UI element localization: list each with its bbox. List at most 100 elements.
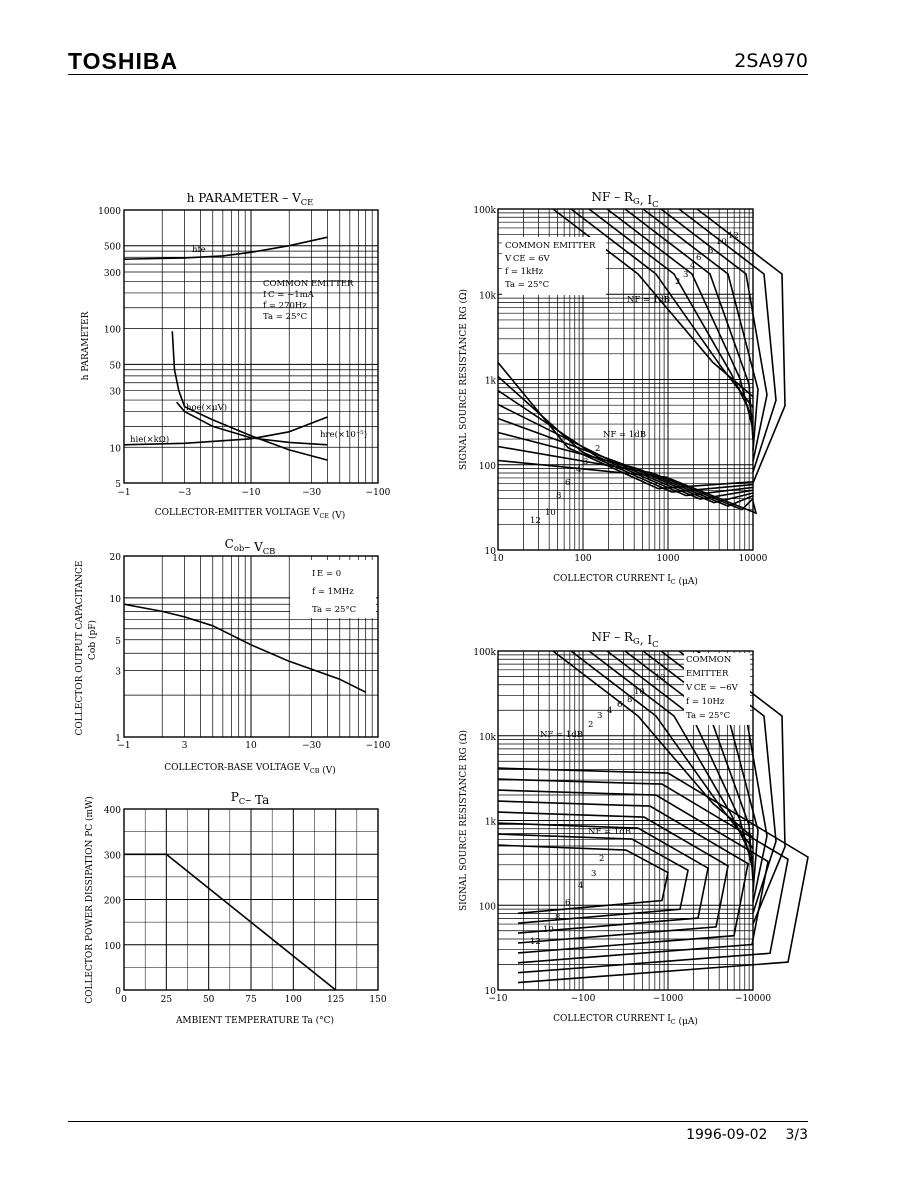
- cob-xtick-label: 3: [182, 741, 188, 751]
- nf2-contour-label: 3: [591, 869, 596, 879]
- cob-xtick-label: −1: [117, 741, 130, 751]
- hparam-curve-label-hoe: hoe(×μV): [186, 402, 227, 413]
- nf1-nf-contour: [497, 375, 754, 493]
- cob-legend-box: [290, 560, 376, 618]
- pcta-ytick-label: 0: [115, 987, 121, 997]
- pcta-y-axis-title: COLLECTOR POWER DISSIPATION PC (mW): [84, 796, 95, 1004]
- hparam-ytick-label: 5: [115, 480, 121, 490]
- pcta-x-axis-title: AMBIENT TEMPERATURE Ta (°C): [175, 1015, 334, 1026]
- hparam-curve-label-hfe: hfe: [192, 245, 206, 255]
- nf1-nf-contour: [497, 431, 754, 507]
- nf1-contour-label: 8: [708, 246, 713, 256]
- nf1-nf-contour: [497, 361, 754, 490]
- pcta-title: PC– Ta: [231, 790, 270, 807]
- toshiba-logo: TOSHIBA: [68, 48, 179, 74]
- pcta-xtick-label: 150: [369, 995, 386, 1005]
- nf2-contour-label: 8: [555, 913, 560, 923]
- hparam-xtick-label: −10: [242, 488, 261, 498]
- nf2-nf-contour: [497, 800, 749, 954]
- cob-legend-line: f = 1MHz: [312, 587, 354, 597]
- cob-xtick-label: 10: [245, 741, 257, 751]
- nf2-nf-contour: [497, 822, 709, 934]
- cob-title: Cob– VCB: [225, 537, 276, 556]
- nf2-contour-label: 8: [627, 695, 632, 705]
- cob-ytick-label: 3: [115, 668, 121, 678]
- hparam-y-axis-title: h PARAMETER: [81, 311, 91, 380]
- nf1-contour-label: 6: [696, 253, 701, 263]
- nf2-legend-line: Ta = 25°C: [686, 711, 730, 721]
- nf1-contour-label: 10: [545, 508, 556, 518]
- nf1-contour-label: 12: [728, 231, 739, 241]
- pcta-xtick-label: 75: [245, 995, 257, 1005]
- hparam-ytick-label: 500: [104, 243, 121, 253]
- nf2-contour-label: 12: [530, 937, 541, 947]
- hparam-ytick-label: 1000: [98, 207, 121, 217]
- hparam-ytick-label: 300: [104, 269, 121, 279]
- nf2-contour-label: 4: [578, 881, 583, 891]
- pcta-xtick-label: 125: [327, 995, 344, 1005]
- footer-date: 1996-09-02: [686, 1127, 768, 1143]
- nf1-x-axis-title: COLLECTOR CURRENT IC (μA): [553, 574, 698, 587]
- cob-curve: [123, 603, 367, 693]
- nf2-contour-label: 4: [607, 706, 612, 716]
- nf2-nf-contour: [497, 833, 689, 924]
- hparam-curve: [176, 401, 328, 446]
- nf1-legend-box: [502, 237, 606, 295]
- cob-ytick-label: 1: [115, 734, 121, 744]
- footer: 1996-09-02 3/3: [668, 1127, 808, 1143]
- nf1-contour-label: 10: [716, 237, 727, 247]
- pcta-ytick-label: 300: [104, 851, 121, 861]
- nf2-ytick-label: 1k: [485, 818, 497, 828]
- nf1-ytick-label: 10: [485, 547, 497, 557]
- nf2-contour-label: 10: [634, 687, 645, 697]
- nf2-contour-label: 6: [617, 700, 622, 710]
- nf1-contour-label: 3: [683, 270, 688, 280]
- hparam-curve-label-hre: hre(×10⁻⁵): [320, 429, 367, 440]
- nf2-ytick-label: 10k: [479, 733, 496, 743]
- nf2-title: NF – RG, IC: [592, 630, 659, 649]
- hparam-legend-line: I C = −1mA: [263, 290, 315, 300]
- nf2-legend-line: V CE = −6V: [685, 683, 739, 693]
- nf2-legend-line: EMITTER: [686, 669, 729, 679]
- nf2-nf-contour: [497, 767, 809, 984]
- nf1-contour-label: 2: [675, 277, 680, 287]
- nf2-xtick-label: −100: [571, 994, 596, 1004]
- nf1-contour-label: 2: [595, 444, 600, 454]
- nf2-contour-label: 3: [597, 711, 602, 721]
- nf2-x-axis-title: COLLECTOR CURRENT IC (μA): [553, 1014, 698, 1027]
- hparam-xtick-label: −1: [117, 488, 130, 498]
- nf1-xtick-label: 10: [492, 554, 504, 564]
- cob-ytick-label: 5: [115, 637, 121, 647]
- cob-x-axis-title: COLLECTOR-BASE VOLTAGE VCB (V): [164, 763, 336, 776]
- nf1-nf-contour: [696, 208, 786, 484]
- nf2-contour-label: NF = 1dB: [588, 827, 631, 837]
- nf1-nf-contour: [497, 459, 758, 515]
- cob-legend-line: I E = 0: [312, 569, 341, 579]
- hparam-ytick-label: 30: [110, 388, 122, 398]
- nf1-ytick-label: 100k: [473, 206, 496, 216]
- nf2-nf-contour: [497, 811, 729, 944]
- nf2-contour-label: 2: [588, 720, 593, 730]
- cob-ytick-label: 20: [110, 553, 122, 563]
- nf1-ytick-label: 1k: [485, 377, 497, 387]
- nf1-legend-line: V CE = 6V: [504, 254, 550, 264]
- hparam-legend-line: Ta = 25°C: [263, 312, 307, 322]
- header-rule: [68, 74, 808, 75]
- cob-ytick-label: 10: [110, 595, 122, 605]
- hparam-title: h PARAMETER – VCE: [187, 191, 314, 207]
- cob-y-axis-title: COLLECTOR OUTPUT CAPACITANCE: [75, 561, 85, 736]
- footer-page: 3/3: [785, 1127, 808, 1143]
- nf2-nf-contour: [624, 650, 754, 881]
- pcta-ytick-label: 200: [104, 897, 121, 907]
- pcta-xtick-label: 100: [285, 995, 302, 1005]
- hparam-xtick-label: −30: [302, 488, 321, 498]
- nf1-contour-label: 3: [583, 457, 588, 467]
- nf2-nf-contour: [497, 789, 769, 964]
- pcta-frame: [123, 808, 379, 991]
- hparam-curve: [123, 416, 328, 446]
- hparam-legend-line: f = 270Hz: [263, 301, 307, 311]
- nf1-contour-label: 12: [530, 516, 541, 526]
- nf1-contour-label: 6: [565, 478, 570, 488]
- nf2-xtick-label: −1000: [653, 994, 684, 1004]
